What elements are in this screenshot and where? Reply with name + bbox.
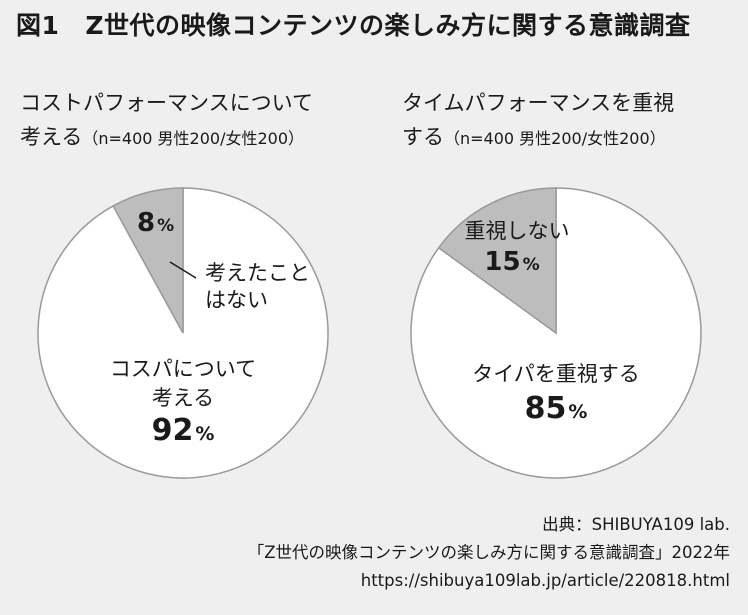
left-pie-minor-label-line2: はない (205, 288, 268, 312)
left-pie-leader-line (169, 261, 197, 279)
source-line3: https://shibuya109lab.jp/article/220818.… (360, 571, 730, 590)
left-pie-main-label-line2: 考える (152, 386, 214, 410)
source-line1: 出典：SHIBUYA109 lab. (542, 515, 730, 534)
left-pie-main-label-line1: コスパについて (110, 357, 256, 381)
right-pie-minor-label: 重視しない (465, 219, 570, 243)
right-pie: 重視しない 15% タイパを重視する 85% (410, 187, 702, 479)
left-pie: 8% 考えたこと はない コスパについて 考える 92% (37, 187, 329, 479)
left-chart-sample-note: （n=400 男性200/女性200） (82, 129, 305, 148)
left-chart-title-line2: 考える (20, 125, 83, 149)
right-pie-minor-value: 15% (484, 247, 539, 277)
left-pie-slice-minor (112, 187, 184, 334)
source-note: 出典：SHIBUYA109 lab. 「Z世代の映像コンテンツの楽しみ方に関する… (248, 511, 730, 595)
left-pie-main-value: 92% (152, 413, 215, 448)
right-chart-title: タイムパフォーマンスを重視 する（n=400 男性200/女性200） (402, 86, 674, 156)
right-pie-main-label: タイパを重視する (472, 362, 640, 386)
right-chart-title-line2: する (402, 125, 444, 149)
figure-title-text: Z世代の映像コンテンツの楽しみ方に関する意識調査 (85, 11, 691, 40)
left-chart-title: コストパフォーマンスについて 考える（n=400 男性200/女性200） (20, 86, 313, 156)
right-chart-title-line1: タイムパフォーマンスを重視 (402, 91, 675, 115)
left-pie-minor-value: 8% (137, 208, 174, 238)
right-pie-main-value: 85% (525, 391, 588, 426)
source-line2: 「Z世代の映像コンテンツの楽しみ方に関する意識調査」2022年 (247, 543, 730, 562)
figure-title: 図1 Z世代の映像コンテンツの楽しみ方に関する意識調査 (16, 6, 691, 42)
right-pie-slice-minor (437, 187, 557, 335)
left-pie-minor-label-line1: 考えたこと (205, 261, 310, 285)
right-chart-sample-note: （n=400 男性200/女性200） (444, 129, 666, 148)
figure-label: 図1 (16, 11, 60, 40)
left-chart-title-line1: コストパフォーマンスについて (20, 91, 313, 115)
